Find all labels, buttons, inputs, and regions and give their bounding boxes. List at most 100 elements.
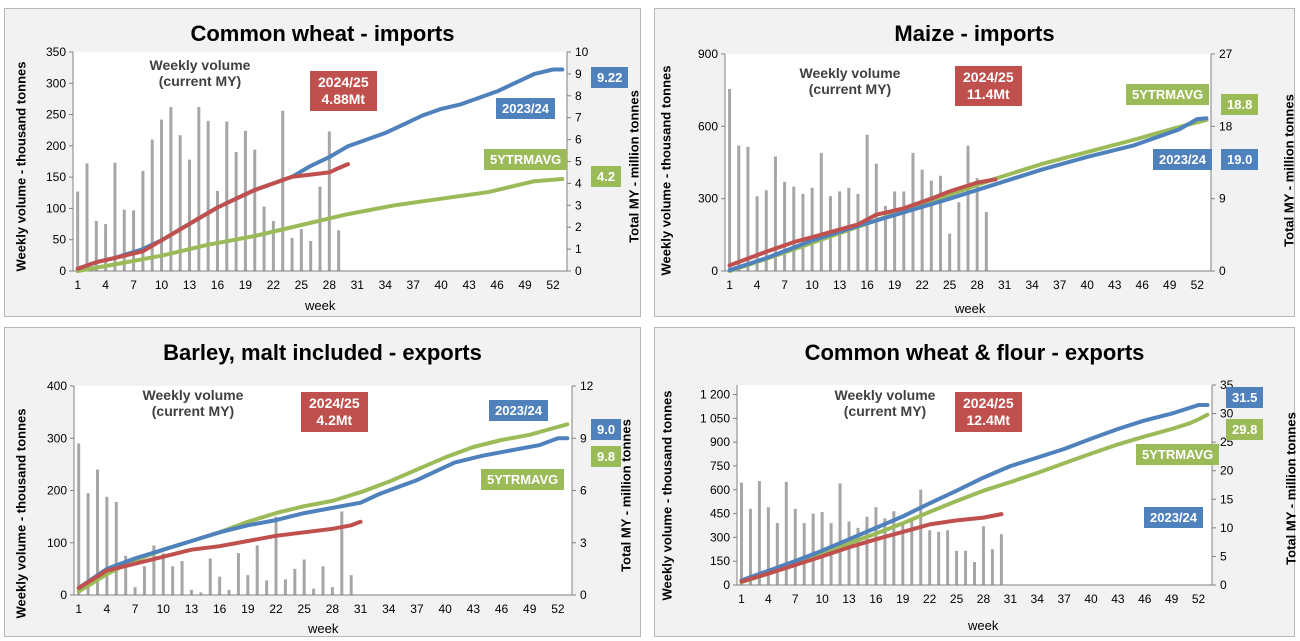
x-tick-label: 34: [382, 602, 396, 616]
weekly-bar: [999, 534, 1003, 585]
weekly-bar: [255, 545, 259, 595]
weekly-bar: [883, 205, 887, 271]
x-tick-label: 34: [379, 278, 393, 292]
x-tick-label: 49: [523, 602, 537, 616]
weekly-bar: [132, 210, 136, 271]
weekly-bar: [938, 175, 942, 271]
x-tick-label: 22: [269, 602, 283, 616]
y2-tick-label: 7: [575, 111, 582, 125]
weekly-bar: [783, 181, 787, 271]
weekly-bar: [234, 152, 238, 271]
x-tick-label: 28: [326, 602, 340, 616]
weekly-bar: [113, 162, 117, 271]
x-tick-label: 28: [970, 278, 984, 292]
x-tick-label: 37: [1057, 592, 1071, 606]
x-tick-label: 28: [977, 592, 991, 606]
y-tick-label: 400: [47, 379, 67, 393]
x-tick-label: 13: [833, 278, 847, 292]
y2-tick-label: 0: [575, 264, 582, 278]
weekly-bar: [246, 575, 250, 595]
weekly-bar: [104, 224, 108, 271]
weekly-bar: [911, 152, 915, 271]
weekly-bar: [215, 190, 219, 271]
x-tick-label: 31: [351, 278, 365, 292]
x-tick-label: 46: [490, 278, 504, 292]
y2-tick-label: 0: [1220, 578, 1227, 592]
weekly-bar: [739, 482, 743, 585]
weekly-bar: [874, 507, 878, 585]
weekly-bar: [94, 220, 98, 271]
x-tick-label: 46: [1138, 592, 1152, 606]
weekly-bar: [227, 589, 231, 595]
avg-legend-label: 5YTRMAVG: [1136, 444, 1220, 465]
weekly-bar: [188, 159, 192, 271]
weekly-bar: [893, 191, 897, 271]
x-tick-label: 7: [130, 278, 137, 292]
weekly-bar: [77, 443, 81, 595]
weekly-bar: [312, 588, 316, 595]
x-tick-label: 25: [298, 602, 312, 616]
weekly-bar: [892, 511, 896, 585]
y2-tick-label: 10: [575, 45, 589, 59]
y-tick-label: 300: [46, 76, 66, 90]
weekly-bar: [784, 481, 788, 585]
weekly-bar: [883, 518, 887, 585]
weekly-bar: [802, 523, 806, 585]
y-tick-label: 150: [46, 170, 66, 184]
weekly-bar: [937, 531, 941, 585]
y-tick-label: 0: [711, 264, 718, 278]
x-tick-label: 16: [213, 602, 227, 616]
x-tick-label: 37: [410, 602, 424, 616]
x-tick-label: 22: [267, 278, 281, 292]
series-line-5ytrmavg: [739, 412, 1210, 585]
weekly-bar: [746, 146, 750, 271]
y-tick-label: 300: [47, 431, 67, 445]
y2-axis-label: Total MY - million tonnes: [626, 90, 642, 243]
weekly-bar: [973, 561, 976, 585]
y-tick-label: 150: [710, 554, 730, 568]
x-tick-label: 13: [842, 592, 856, 606]
x-tick-label: 28: [323, 278, 337, 292]
prev-my-value-badge: 9.22: [591, 67, 629, 88]
x-tick-label: 16: [211, 278, 225, 292]
series-line-202425: [76, 519, 363, 590]
weekly-bar: [856, 193, 860, 271]
x-tick-label: 10: [805, 278, 819, 292]
y2-tick-label: 18: [1219, 119, 1233, 133]
weekly-bar: [966, 145, 970, 271]
weekly-bar: [253, 149, 257, 271]
x-tick-label: 7: [132, 602, 139, 616]
weekly-bar: [133, 587, 137, 595]
avg-value-badge: 29.8: [1226, 419, 1264, 440]
weekly-bar: [293, 568, 297, 595]
weekly-bar: [801, 193, 805, 271]
y-tick-label: 900: [698, 47, 718, 61]
y-axis-label: Weekly volume - thousand tonnes: [13, 408, 29, 619]
chart-title: Barley, malt included - exports: [163, 340, 482, 365]
y-tick-label: 750: [710, 459, 730, 473]
weekly-bar: [981, 526, 985, 585]
weekly-bar: [737, 145, 741, 271]
y-tick-label: 200: [46, 139, 66, 153]
y-tick-label: 0: [60, 588, 67, 602]
x-tick-label: 13: [185, 602, 199, 616]
avg-legend-label: 5YTRMAVG: [481, 469, 565, 490]
weekly-bar: [142, 566, 146, 595]
chart-panel-maize-imports: 0 300 600 900 0 9 18 27 1 4 7 10 13 16 19 22 25 28 31 34 37 4…: [654, 8, 1297, 317]
weekly-bar: [748, 508, 752, 585]
x-tick-label: 52: [551, 602, 565, 616]
x-tick-label: 19: [888, 278, 902, 292]
weekly-bar: [865, 516, 869, 585]
weekly-bar: [764, 190, 768, 271]
chart-plot-common-wheat-flour-exports: 0 150 300 450 600 750 900 1 050 1 200 0 5 10 15 20 25 3…: [700, 378, 1234, 606]
weekly-bar: [302, 559, 306, 595]
x-tick-label: 25: [943, 278, 957, 292]
weekly-bar: [85, 163, 89, 271]
prev-my-value-badge: 9.0: [591, 419, 622, 440]
y2-tick-label: 3: [580, 536, 587, 550]
chart-title: Maize - imports: [894, 21, 1055, 46]
y-tick-label: 1 200: [700, 388, 730, 402]
weekly-bar: [281, 110, 285, 272]
y2-axis-label: Total MY - million tonnes: [1283, 412, 1299, 565]
current-my-badge: 2024/25 4.88Mt: [310, 71, 377, 111]
